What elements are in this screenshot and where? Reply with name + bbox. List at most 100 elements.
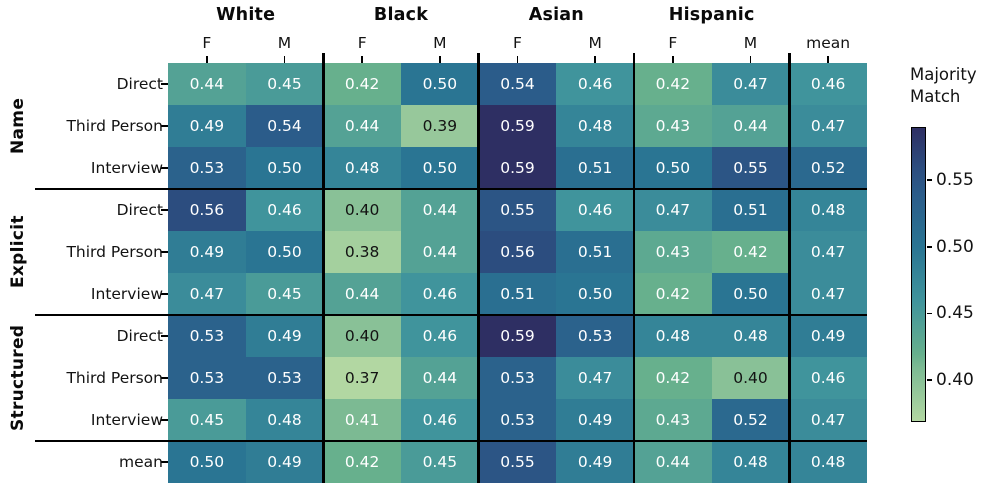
heatmap-cell: 0.50 (400, 147, 479, 189)
row-label: mean (119, 453, 163, 471)
column-sub-header: F (357, 34, 367, 52)
row-tick-mark (161, 83, 168, 85)
heatmap-cell: 0.59 (478, 147, 557, 189)
heatmap-cell: 0.46 (789, 357, 867, 399)
heatmap-cell: 0.50 (245, 231, 324, 273)
row-label: Interview (90, 411, 163, 429)
column-tick-mark (206, 56, 208, 63)
heatmap-cell: 0.47 (789, 105, 867, 147)
heatmap-cell: 0.44 (711, 105, 790, 147)
heatmap-cell: 0.52 (789, 147, 867, 189)
colorbar-title-line1: Majority (910, 65, 977, 84)
heatmap-cell: 0.49 (168, 105, 246, 147)
row-tick-mark (161, 293, 168, 295)
row-tick-mark (161, 377, 168, 379)
heatmap-cell: 0.45 (245, 63, 324, 105)
heatmap-cell: 0.47 (789, 399, 867, 441)
colorbar-tick-label: 0.45 (936, 303, 974, 324)
colorbar-tick-label: 0.55 (936, 170, 974, 191)
colorbar-gradient (911, 127, 926, 422)
colorbar-tick-label: 0.40 (936, 370, 974, 391)
heatmap-cell: 0.49 (245, 315, 324, 357)
row-label: Direct (116, 201, 163, 219)
heatmap-cell: 0.46 (556, 63, 634, 105)
heatmap-cell: 0.45 (245, 273, 324, 315)
heatmap-cell: 0.42 (323, 63, 401, 105)
heatmap-cell: 0.53 (478, 357, 557, 399)
heatmap-cell: 0.45 (400, 441, 479, 483)
column-sub-header: F (513, 34, 522, 52)
heatmap-cell: 0.48 (789, 441, 867, 483)
column-tick-mark (594, 56, 596, 63)
row-label: Third Person (66, 369, 163, 387)
column-sub-header: M (588, 34, 602, 52)
heatmap-cell: 0.55 (478, 189, 557, 231)
heatmap-cell: 0.51 (478, 273, 557, 315)
row-label: Interview (90, 285, 163, 303)
heatmap: 0.44 0.45 0.42 0.50 0.54 0.46 0.42 0.47 0.46 0.49… (168, 63, 867, 483)
row-label: Direct (116, 75, 163, 93)
column-sub-header: F (202, 34, 212, 52)
heatmap-cell: 0.44 (323, 105, 401, 147)
column-sub-header: mean (806, 34, 851, 52)
column-sub-header: M (277, 34, 292, 52)
horizontal-separator-line (35, 313, 867, 317)
heatmap-cell: 0.50 (245, 147, 324, 189)
heatmap-cell: 0.54 (478, 63, 557, 105)
column-group-header: Black (373, 5, 429, 25)
heatmap-cell: 0.54 (245, 105, 324, 147)
heatmap-cell: 0.42 (633, 63, 712, 105)
heatmap-cell: 0.50 (168, 441, 246, 483)
heatmap-cell: 0.47 (633, 189, 712, 231)
row-tick-mark (161, 419, 168, 421)
heatmap-cell: 0.40 (323, 315, 401, 357)
heatmap-cell: 0.56 (168, 189, 246, 231)
heatmap-cell: 0.50 (711, 273, 790, 315)
colorbar-tick-mark (927, 379, 932, 381)
heatmap-cell: 0.53 (168, 357, 246, 399)
row-label: Third Person (66, 243, 163, 261)
column-tick-mark (749, 56, 752, 63)
heatmap-cell: 0.51 (711, 189, 790, 231)
row-group-label: Explicit (8, 215, 28, 289)
heatmap-cell: 0.53 (168, 147, 246, 189)
heatmap-cell: 0.49 (245, 441, 324, 483)
heatmap-cell: 0.56 (478, 231, 557, 273)
row-tick-mark (161, 251, 168, 253)
heatmap-cell: 0.46 (400, 273, 479, 315)
heatmap-cell: 0.49 (789, 315, 867, 357)
column-group-header: White (216, 5, 276, 25)
heatmap-cell: 0.45 (168, 399, 246, 441)
heatmap-cell: 0.51 (556, 231, 634, 273)
row-group-label: Structured (8, 324, 28, 432)
heatmap-cell: 0.53 (478, 399, 557, 441)
column-tick-mark (439, 56, 441, 63)
row-group-label: Name (8, 97, 28, 155)
heatmap-cell: 0.46 (789, 63, 867, 105)
heatmap-cell: 0.48 (245, 399, 324, 441)
column-tick-mark (516, 56, 519, 63)
colorbar-tick-mark (927, 179, 932, 182)
heatmap-cell: 0.46 (556, 189, 634, 231)
heatmap-cell: 0.47 (556, 357, 634, 399)
heatmap-cell: 0.43 (633, 231, 712, 273)
column-sub-header: M (743, 34, 758, 52)
heatmap-cell: 0.50 (556, 273, 634, 315)
colorbar-title-line2: Match (910, 87, 961, 106)
heatmap-cell: 0.44 (400, 189, 479, 231)
colorbar-tick-label: 0.50 (936, 236, 974, 257)
heatmap-cell: 0.52 (711, 399, 790, 441)
row-label: Interview (90, 159, 163, 177)
heatmap-cell: 0.50 (400, 63, 479, 105)
vertical-separator-line (787, 53, 791, 483)
column-sub-header: M (433, 34, 447, 52)
heatmap-cell: 0.48 (556, 105, 634, 147)
column-group-header: Asian (528, 5, 584, 25)
heatmap-cell: 0.53 (556, 315, 634, 357)
heatmap-cell: 0.42 (323, 441, 401, 483)
heatmap-cell: 0.42 (633, 357, 712, 399)
row-tick-mark (161, 167, 168, 169)
heatmap-cell: 0.47 (789, 231, 867, 273)
heatmap-cell: 0.48 (633, 315, 712, 357)
horizontal-separator-line (35, 187, 867, 191)
